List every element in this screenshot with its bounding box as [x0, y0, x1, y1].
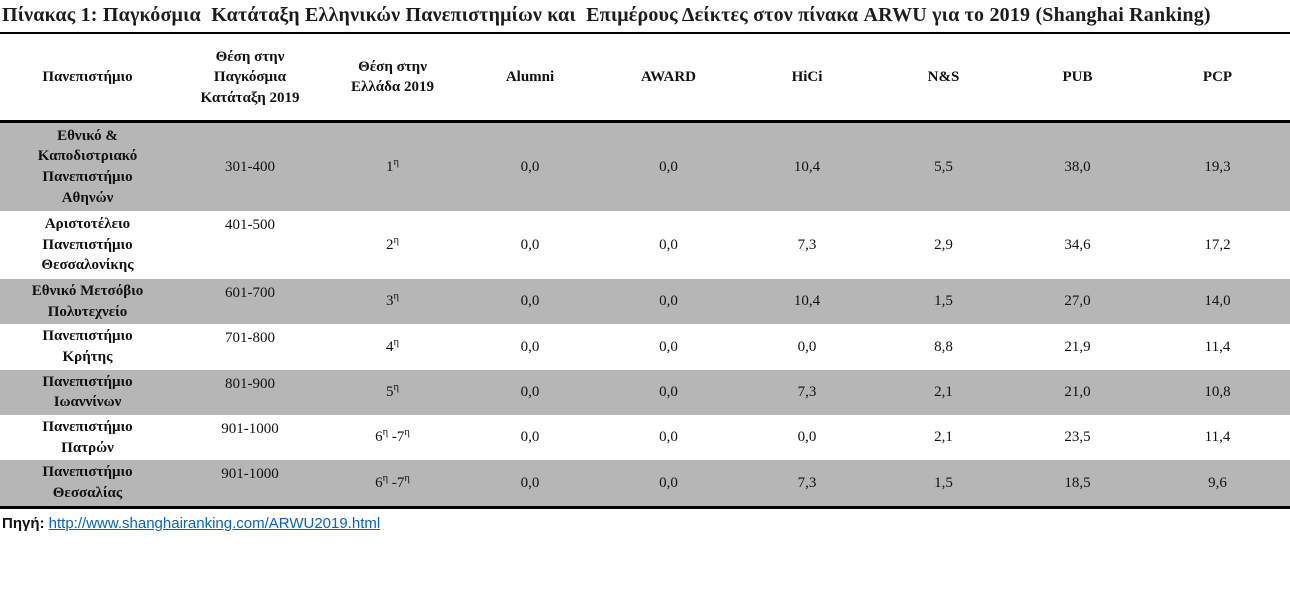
cell-world-rank: 601-700 — [225, 284, 275, 301]
cell-world-rank: 801-900 — [225, 375, 275, 392]
cell-hici: 7,3 — [797, 383, 817, 400]
cell-university: Πανεπιστήμιο Θεσσαλίας — [42, 464, 133, 502]
cell-hici: 7,3 — [797, 236, 817, 253]
cell-greece-rank: 3η — [386, 291, 400, 310]
cell-ns: 5,5 — [934, 158, 953, 175]
cell-pcp: 14,0 — [1204, 293, 1231, 310]
cell-pcp: 11,4 — [1204, 429, 1231, 446]
cell-pub: 21,0 — [1064, 383, 1091, 400]
cell-pcp: 17,2 — [1204, 236, 1231, 253]
cell-world-rank: 701-800 — [225, 330, 275, 347]
cell-university: Εθνικό & Καποδιστριακό Πανεπιστήμιο Αθην… — [37, 127, 138, 206]
cell-award: 0,0 — [659, 338, 678, 355]
source-label: Πηγή: — [2, 514, 45, 532]
cell-award: 0,0 — [659, 158, 678, 175]
table-row: Αριστοτέλειο Πανεπιστήμιο Θεσσαλονίκης 4… — [0, 211, 1290, 279]
table-row: Πανεπιστήμιο Πατρών 901-1000 6η -7η 0,0 … — [0, 415, 1290, 460]
col-header-pub: PUB — [1010, 33, 1145, 124]
col-header-university: Πανεπιστήμιο — [0, 33, 175, 124]
ordinal-suffix: η — [393, 291, 400, 303]
cell-award: 0,0 — [659, 429, 678, 446]
cell-pcp: 19,3 — [1204, 158, 1231, 175]
cell-award: 0,0 — [659, 293, 678, 310]
ordinal-suffix: η — [382, 427, 389, 439]
cell-world-rank: 901-1000 — [221, 466, 279, 483]
cell-greece-rank: 6η -7η — [375, 427, 410, 446]
cell-pub: 27,0 — [1064, 293, 1091, 310]
cell-pcp: 18,5 — [1064, 474, 1091, 491]
cell-ns: 2,1 — [934, 383, 953, 400]
ordinal-suffix: η — [404, 472, 410, 484]
cell-greece-rank: 5η — [386, 381, 400, 400]
cell-ns: 1,5 — [934, 293, 953, 310]
cell-award: 0,0 — [659, 383, 678, 400]
cell-hici: 7,3 — [797, 474, 817, 491]
cell-ns: 2,1 — [934, 429, 953, 446]
cell-alumni: 0,0 — [520, 293, 540, 310]
cell-pcp: 11,4 — [1204, 338, 1231, 355]
cell-greece-rank: 2η — [386, 234, 400, 253]
cell-alumni: 0,0 — [520, 383, 540, 400]
table-row: Πανεπιστήμιο Ιωαννίνων 801-900 5η 0,0 0,… — [0, 369, 1290, 416]
cell-world-rank: 901-1000 — [221, 421, 279, 438]
cell-pcp: 10,8 — [1204, 383, 1231, 400]
cell-greece-rank: 1η — [386, 156, 400, 175]
cell-alumni: 0,0 — [520, 338, 540, 355]
cell-ns: 2,9 — [934, 236, 953, 253]
table-row: Εθνικό Μετσόβιο Πολυτεχνείο 601-700 3η 0… — [0, 278, 1290, 325]
cell-university: Πανεπιστήμιο Κρήτης — [42, 328, 133, 365]
cell-pub: 23,5 — [1064, 429, 1091, 446]
cell-pub: 34,6 — [1064, 236, 1091, 253]
cell-university: Αριστοτέλειο Πανεπιστήμιο Θεσσαλονίκης — [41, 215, 134, 274]
col-header-ns: N&S — [877, 33, 1010, 124]
cell-university: Πανεπιστήμιο Πατρών — [42, 419, 133, 456]
cell-ns: 1,5 — [934, 474, 953, 491]
table-row: Πανεπιστήμιο Κρήτης 701-800 4η 0,0 0,0 0… — [0, 324, 1290, 369]
cell-greece-rank: 6η -7η — [375, 472, 410, 491]
ordinal-suffix: η — [404, 427, 410, 439]
col-header-pcp: PCP — [1145, 33, 1290, 124]
cell-hici: 10,4 — [793, 158, 821, 175]
cell-alumni: 0,0 — [520, 429, 540, 446]
col-header-award: AWARD — [600, 33, 737, 124]
ordinal-suffix: η — [393, 336, 400, 348]
cell-alumni: 0,0 — [520, 474, 540, 491]
col-header-hici: HiCi — [737, 33, 877, 124]
cell-award: 0,0 — [659, 474, 678, 491]
ordinal-suffix: η — [393, 156, 400, 168]
cell-pub: 21,9 — [1064, 338, 1091, 355]
ranking-table: Πανεπιστήμιο Θέση στην Παγκόσμια Κατάταξ… — [0, 32, 1290, 509]
cell-hici: 0,0 — [797, 429, 817, 446]
cell-greece-rank: 4η — [386, 336, 400, 355]
ordinal-suffix: η — [393, 381, 400, 393]
cell-university: Πανεπιστήμιο Ιωαννίνων — [42, 373, 133, 411]
col-header-alumni: Alumni — [460, 33, 600, 124]
cell-award: 0,0 — [659, 236, 678, 253]
table-row: Εθνικό & Καποδιστριακό Πανεπιστήμιο Αθην… — [0, 121, 1290, 211]
table-row: Πανεπιστήμιο Θεσσαλίας 901-1000 6η -7η 0… — [0, 460, 1290, 508]
table-title: Πίνακας 1: Παγκόσμια Κατάταξη Ελληνικών … — [2, 4, 1211, 26]
table-header-row: Πανεπιστήμιο Θέση στην Παγκόσμια Κατάταξ… — [0, 33, 1290, 124]
cell-pcp: 9,6 — [1208, 474, 1227, 491]
cell-university: Εθνικό Μετσόβιο Πολυτεχνείο — [31, 282, 144, 320]
cell-ns: 8,8 — [934, 338, 953, 355]
source-line: Πηγή: http://www.shanghairanking.com/ARW… — [2, 515, 1290, 532]
col-header-greece-rank: Θέση στην Ελλάδα 2019 — [325, 33, 460, 124]
ordinal-suffix: η — [382, 472, 389, 484]
col-header-world-rank: Θέση στην Παγκόσμια Κατάταξη 2019 — [175, 33, 325, 124]
cell-hici: 0,0 — [797, 338, 817, 355]
cell-pub: 38,0 — [1064, 158, 1091, 175]
cell-alumni: 0,0 — [520, 236, 540, 253]
cell-hici: 10,4 — [793, 293, 821, 310]
source-link[interactable]: http://www.shanghairanking.com/ARWU2019.… — [48, 514, 381, 532]
cell-world-rank: 401-500 — [225, 216, 275, 233]
cell-world-rank: 301-400 — [225, 158, 275, 175]
ordinal-suffix: η — [393, 234, 400, 246]
cell-alumni: 0,0 — [520, 158, 540, 175]
